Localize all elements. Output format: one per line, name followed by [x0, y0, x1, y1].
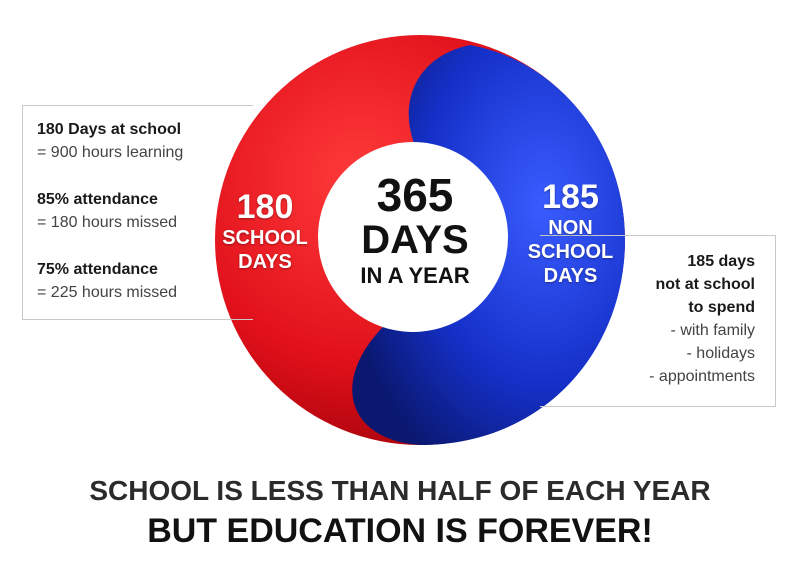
note-strong: 180 Days at school [37, 121, 182, 138]
non-school-days-word: SCHOOL [527, 241, 614, 263]
school-days-label: 180 SCHOOL DAYS [210, 188, 320, 274]
note-strong: 185 days [687, 253, 755, 270]
donut-hole [318, 142, 508, 332]
non-school-days-number: 185 [542, 178, 599, 216]
total-days-word: DAYS [361, 218, 469, 262]
right-bracket [540, 235, 776, 407]
left-notes: 180 Days at school = 900 hours learning … [37, 118, 237, 328]
note-group: 75% attendance = 225 hours missed [37, 258, 237, 304]
note-strong: 85% attendance [37, 191, 158, 208]
total-days-number: 365 [376, 169, 454, 221]
note-group: 85% attendance = 180 hours missed [37, 188, 237, 234]
total-days-subtitle: IN A YEAR [360, 263, 470, 288]
left-bracket [22, 105, 253, 320]
note-strong: 75% attendance [37, 261, 158, 278]
note-item: - appointments [649, 368, 755, 385]
right-notes: 185 days not at school to spend - with f… [649, 250, 755, 388]
non-school-days-label: 185 NON SCHOOL DAYS [513, 178, 628, 288]
note-item: - holidays [686, 345, 755, 362]
non-school-days-word: DAYS [543, 265, 598, 287]
center-label: 365 DAYS IN A YEAR [335, 172, 495, 290]
note-sub: = 900 hours learning [37, 144, 184, 161]
tagline-line-1: SCHOOL IS LESS THAN HALF OF EACH YEAR [89, 475, 711, 506]
note-strong: not at school [655, 276, 755, 293]
non-school-days-word: NON [548, 217, 593, 239]
note-sub: = 225 hours missed [37, 284, 178, 301]
school-days-word: DAYS [238, 251, 292, 273]
note-sub: = 180 hours missed [37, 214, 178, 231]
school-days-number: 180 [236, 188, 294, 226]
note-strong: to spend [688, 299, 755, 316]
tagline-line-2: BUT EDUCATION IS FOREVER! [147, 512, 653, 550]
school-days-word: SCHOOL [222, 227, 308, 249]
note-group: 180 Days at school = 900 hours learning [37, 118, 237, 164]
note-item: - with family [670, 322, 755, 339]
